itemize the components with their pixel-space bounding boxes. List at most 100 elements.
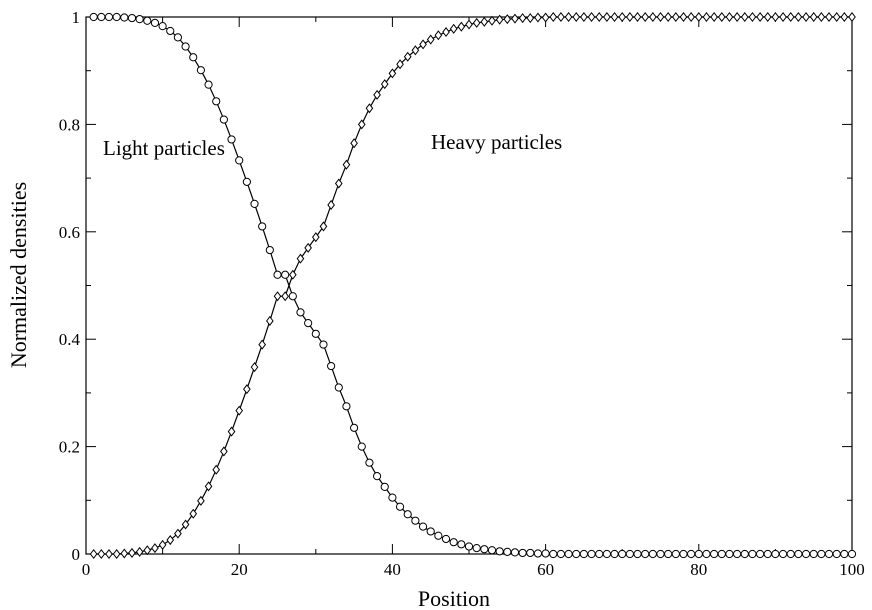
data-point-heavy-particles bbox=[442, 27, 450, 38]
x-tick-label: 40 bbox=[384, 560, 401, 579]
y-tick-label: 0.4 bbox=[59, 330, 81, 349]
data-point-heavy-particles bbox=[710, 11, 718, 23]
data-point-light-particles bbox=[587, 549, 596, 559]
data-point-heavy-particles bbox=[350, 138, 358, 149]
data-point-light-particles bbox=[212, 97, 221, 106]
data-point-light-particles bbox=[288, 292, 297, 301]
data-point-light-particles bbox=[158, 22, 167, 31]
data-point-heavy-particles bbox=[419, 39, 427, 50]
data-point-heavy-particles bbox=[626, 11, 634, 23]
data-point-light-particles bbox=[510, 548, 520, 557]
data-point-heavy-particles bbox=[166, 535, 175, 546]
data-point-light-particles bbox=[97, 12, 106, 22]
x-tick-label: 80 bbox=[690, 560, 707, 579]
data-point-heavy-particles bbox=[587, 11, 596, 23]
data-point-heavy-particles bbox=[518, 13, 527, 24]
data-point-heavy-particles bbox=[802, 11, 810, 23]
data-point-heavy-particles bbox=[89, 548, 98, 560]
y-tick-label: 0 bbox=[72, 545, 81, 564]
data-point-light-particles bbox=[219, 115, 228, 124]
data-point-light-particles bbox=[457, 540, 466, 549]
data-point-heavy-particles bbox=[641, 11, 650, 23]
data-point-heavy-particles bbox=[112, 548, 121, 560]
data-point-heavy-particles bbox=[105, 548, 113, 560]
data-point-heavy-particles bbox=[266, 315, 274, 326]
data-point-heavy-particles bbox=[235, 405, 244, 416]
data-point-light-particles bbox=[112, 12, 121, 22]
data-point-heavy-particles bbox=[740, 11, 749, 23]
data-point-heavy-particles bbox=[388, 68, 397, 79]
data-point-light-particles bbox=[832, 549, 841, 559]
series-lines bbox=[93, 16, 852, 555]
data-point-light-particles bbox=[633, 549, 642, 559]
data-point-heavy-particles bbox=[449, 23, 458, 34]
data-point-heavy-particles bbox=[327, 199, 335, 210]
data-point-light-particles bbox=[449, 538, 458, 547]
data-point-heavy-particles bbox=[158, 539, 167, 550]
data-point-heavy-particles bbox=[457, 21, 466, 32]
y-tick-label: 0.8 bbox=[59, 115, 80, 134]
data-point-heavy-particles bbox=[342, 159, 351, 170]
data-point-heavy-particles bbox=[794, 11, 803, 23]
data-point-light-particles bbox=[380, 482, 389, 491]
data-point-light-particles bbox=[503, 547, 512, 556]
data-point-heavy-particles bbox=[756, 11, 764, 23]
data-point-light-particles bbox=[89, 12, 98, 22]
data-point-heavy-particles bbox=[488, 15, 496, 26]
data-point-light-particles bbox=[748, 549, 757, 559]
data-point-light-particles bbox=[365, 458, 374, 467]
data-point-light-particles bbox=[464, 542, 474, 551]
data-point-heavy-particles bbox=[549, 11, 558, 23]
data-point-light-particles bbox=[763, 549, 772, 559]
data-point-heavy-particles bbox=[610, 11, 619, 23]
data-point-light-particles bbox=[717, 549, 726, 559]
data-point-heavy-particles bbox=[181, 519, 190, 530]
data-point-light-particles bbox=[418, 522, 428, 531]
data-point-heavy-particles bbox=[296, 253, 305, 264]
y-tick-label: 1 bbox=[72, 8, 81, 27]
data-point-heavy-particles bbox=[748, 11, 757, 23]
data-point-light-particles bbox=[679, 549, 688, 559]
data-point-heavy-particles bbox=[580, 11, 588, 23]
data-point-heavy-particles bbox=[334, 178, 343, 189]
data-point-light-particles bbox=[342, 402, 351, 411]
data-point-light-particles bbox=[334, 383, 343, 392]
data-point-light-particles bbox=[242, 177, 251, 186]
data-point-heavy-particles bbox=[135, 546, 144, 557]
data-point-light-particles bbox=[181, 42, 190, 51]
data-point-heavy-particles bbox=[258, 339, 267, 350]
data-point-heavy-particles bbox=[411, 45, 420, 56]
data-point-heavy-particles bbox=[840, 11, 849, 23]
data-point-light-particles bbox=[755, 549, 765, 559]
data-point-light-particles bbox=[265, 245, 274, 255]
data-point-heavy-particles bbox=[763, 11, 772, 23]
data-point-light-particles bbox=[526, 548, 535, 558]
data-point-light-particles bbox=[687, 549, 696, 559]
data-point-heavy-particles bbox=[480, 16, 489, 27]
data-point-heavy-particles bbox=[472, 17, 481, 28]
data-point-light-particles bbox=[595, 549, 604, 559]
series-line-heavy-particles bbox=[93, 16, 852, 555]
data-point-heavy-particles bbox=[694, 11, 703, 23]
data-point-heavy-particles bbox=[825, 11, 833, 23]
data-point-light-particles bbox=[281, 270, 290, 279]
annotation-light-particles: Light particles bbox=[103, 136, 225, 160]
data-point-light-particles bbox=[702, 549, 711, 559]
data-point-light-particles bbox=[840, 549, 849, 559]
plot-frame bbox=[85, 16, 853, 555]
data-point-light-particles bbox=[656, 549, 665, 559]
data-point-heavy-particles bbox=[503, 14, 512, 25]
data-point-light-particles bbox=[150, 18, 160, 28]
data-point-heavy-particles bbox=[403, 51, 412, 62]
data-point-heavy-particles bbox=[656, 11, 665, 23]
data-point-heavy-particles bbox=[120, 548, 129, 559]
data-point-heavy-particles bbox=[396, 59, 404, 70]
data-point-heavy-particles bbox=[671, 11, 680, 23]
data-point-heavy-particles bbox=[465, 19, 473, 30]
data-point-heavy-particles bbox=[174, 528, 182, 539]
data-point-light-particles bbox=[786, 549, 795, 559]
data-point-heavy-particles bbox=[848, 11, 856, 23]
x-axis-label: Position bbox=[418, 586, 490, 610]
data-point-light-particles bbox=[824, 549, 834, 559]
